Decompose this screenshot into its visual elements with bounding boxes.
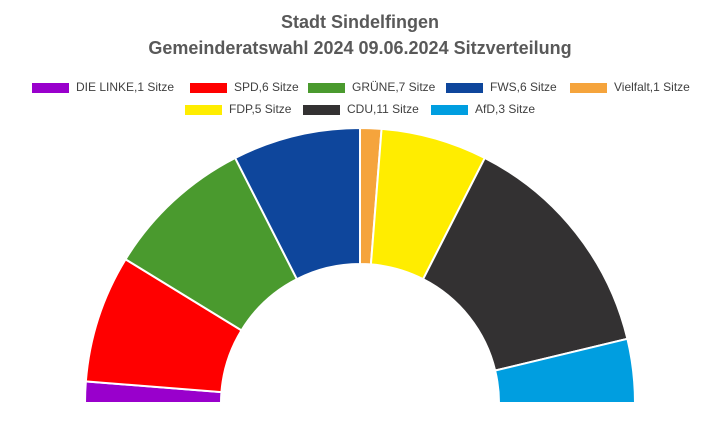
legend-label: SPD,6 Sitze [234, 80, 299, 94]
legend-swatch [431, 105, 468, 115]
chart-title: Stadt Sindelfingen [281, 12, 439, 32]
legend-label: AfD,3 Sitze [475, 102, 535, 116]
legend-label: Vielfalt,1 Sitze [614, 80, 690, 94]
legend-label: GRÜNE,7 Sitze [352, 80, 436, 94]
legend-label: CDU,11 Sitze [347, 102, 419, 116]
segment [421, 156, 629, 372]
legend-swatch [303, 105, 340, 115]
legend-swatch [446, 83, 483, 93]
segment [493, 337, 637, 404]
legend-label: FDP,5 Sitze [229, 102, 292, 116]
legend-swatch [308, 83, 345, 93]
legend-label: FWS,6 Sitze [490, 80, 557, 94]
chart-subtitle: Gemeinderatswahl 2024 09.06.2024 Sitzver… [148, 38, 571, 58]
legend-swatch [570, 83, 607, 93]
legend-label: DIE LINKE,1 Sitze [76, 80, 174, 94]
legend-swatch [190, 83, 227, 93]
legend-swatch [185, 105, 222, 115]
legend-swatch [32, 83, 69, 93]
